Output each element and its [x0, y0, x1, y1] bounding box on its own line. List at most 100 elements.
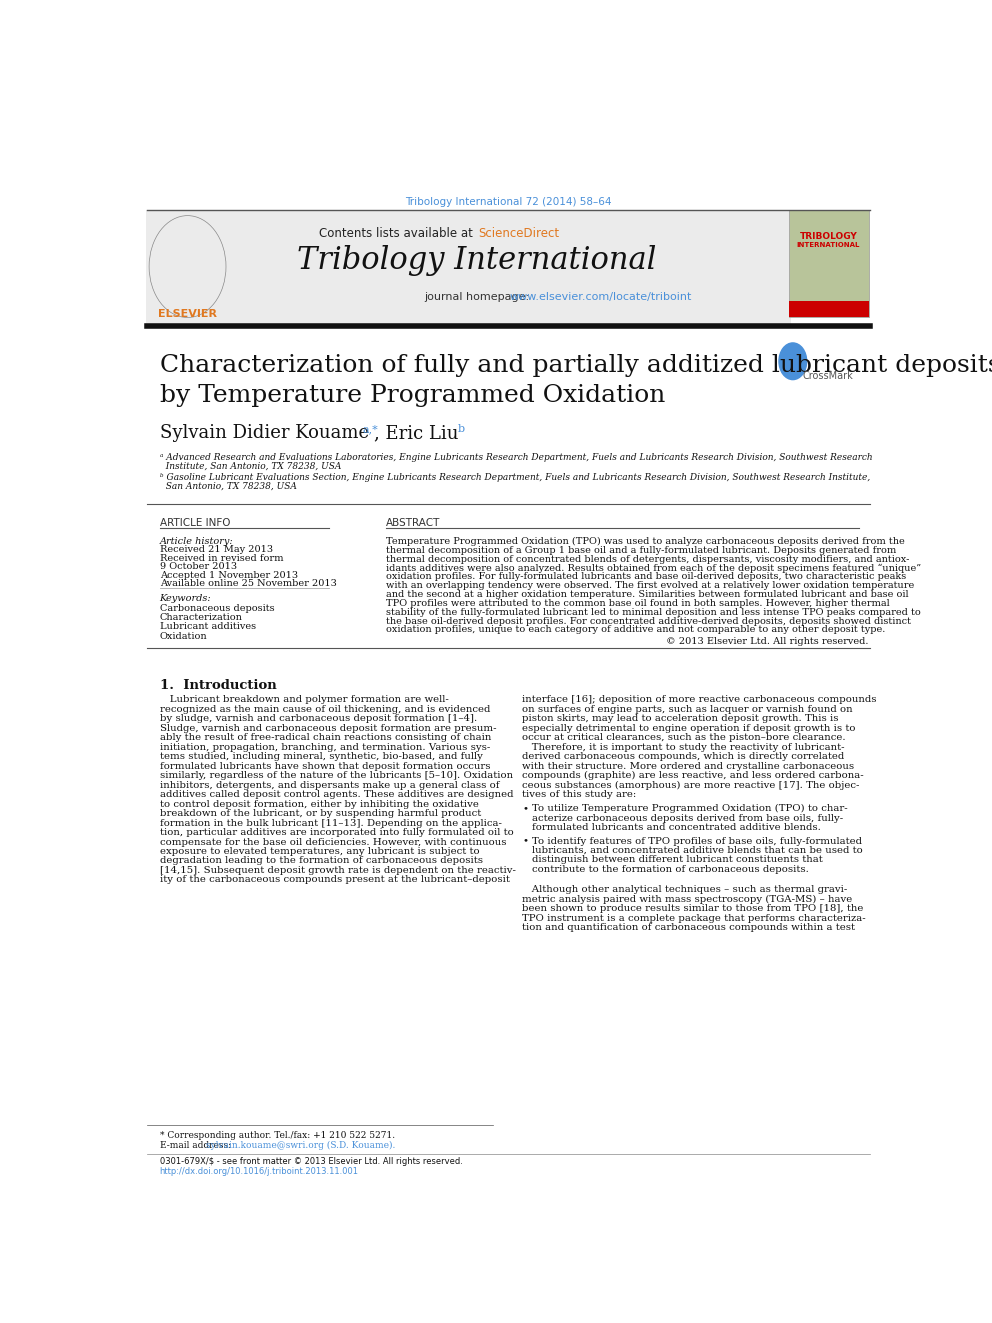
Text: been shown to produce results similar to those from TPO [18], the: been shown to produce results similar to… [523, 904, 864, 913]
Text: Tribology International 72 (2014) 58–64: Tribology International 72 (2014) 58–64 [405, 197, 612, 208]
Text: San Antonio, TX 78238, USA: San Antonio, TX 78238, USA [160, 482, 297, 491]
Text: b: b [457, 425, 464, 434]
Text: , Eric Liu: , Eric Liu [374, 425, 459, 442]
Text: acterize carbonaceous deposits derived from base oils, fully-: acterize carbonaceous deposits derived f… [533, 814, 843, 823]
Text: ELSEVIER: ELSEVIER [158, 308, 217, 319]
Text: INTERNATIONAL: INTERNATIONAL [797, 242, 860, 247]
Text: Available online 25 November 2013: Available online 25 November 2013 [160, 579, 336, 589]
Text: similarly, regardless of the nature of the lubricants [5–10]. Oxidation: similarly, regardless of the nature of t… [160, 771, 513, 781]
Text: derived carbonaceous compounds, which is directly correlated: derived carbonaceous compounds, which is… [523, 753, 844, 761]
Text: Lubricant additives: Lubricant additives [160, 622, 256, 631]
Text: Lubricant breakdown and polymer formation are well-: Lubricant breakdown and polymer formatio… [160, 696, 448, 704]
Text: sylvain.kouame@swri.org (S.D. Kouame).: sylvain.kouame@swri.org (S.D. Kouame). [206, 1140, 396, 1150]
Text: tems studied, including mineral, synthetic, bio-based, and fully: tems studied, including mineral, synthet… [160, 753, 482, 761]
Text: contribute to the formation of carbonaceous deposits.: contribute to the formation of carbonace… [533, 865, 809, 875]
Text: tion and quantification of carbonaceous compounds within a test: tion and quantification of carbonaceous … [523, 923, 855, 933]
Text: Sylvain Didier Kouame: Sylvain Didier Kouame [160, 425, 369, 442]
Text: recognized as the main cause of oil thickening, and is evidenced: recognized as the main cause of oil thic… [160, 705, 490, 714]
Text: additives called deposit control agents. These additives are designed: additives called deposit control agents.… [160, 790, 513, 799]
FancyBboxPatch shape [789, 302, 869, 316]
FancyBboxPatch shape [146, 210, 791, 324]
Text: a,*: a,* [363, 425, 379, 434]
Text: Accepted 1 November 2013: Accepted 1 November 2013 [160, 570, 298, 579]
Text: with an overlapping tendency were observed. The first evolved at a relatively lo: with an overlapping tendency were observ… [386, 581, 915, 590]
Text: Received in revised form: Received in revised form [160, 554, 283, 562]
Text: piston skirts, may lead to acceleration deposit growth. This is: piston skirts, may lead to acceleration … [523, 714, 839, 724]
Text: oxidation profiles. For fully-formulated lubricants and base oil-derived deposit: oxidation profiles. For fully-formulated… [386, 573, 907, 581]
Text: Oxidation: Oxidation [160, 631, 207, 640]
Text: by Temperature Programmed Oxidation: by Temperature Programmed Oxidation [160, 384, 665, 406]
Text: stability of the fully-formulated lubricant led to minimal deposition and less i: stability of the fully-formulated lubric… [386, 607, 921, 617]
Text: to control deposit formation, either by inhibiting the oxidative: to control deposit formation, either by … [160, 799, 478, 808]
FancyBboxPatch shape [789, 210, 869, 316]
Text: with their structure. More ordered and crystalline carbonaceous: with their structure. More ordered and c… [523, 762, 854, 771]
Text: ity of the carbonaceous compounds present at the lubricant–deposit: ity of the carbonaceous compounds presen… [160, 876, 510, 884]
Text: Sludge, varnish and carbonaceous deposit formation are presum-: Sludge, varnish and carbonaceous deposit… [160, 724, 496, 733]
Text: interface [16]; deposition of more reactive carbonaceous compounds: interface [16]; deposition of more react… [523, 696, 877, 704]
Text: on surfaces of engine parts, such as lacquer or varnish found on: on surfaces of engine parts, such as lac… [523, 705, 853, 714]
Text: 9 October 2013: 9 October 2013 [160, 562, 237, 572]
Text: •: • [523, 836, 529, 845]
Text: especially detrimental to engine operation if deposit growth is to: especially detrimental to engine operati… [523, 724, 856, 733]
Text: CrossMark: CrossMark [803, 370, 853, 381]
Text: http://dx.doi.org/10.1016/j.triboint.2013.11.001: http://dx.doi.org/10.1016/j.triboint.201… [160, 1167, 359, 1176]
Text: 1.  Introduction: 1. Introduction [160, 679, 277, 692]
Text: compensate for the base oil deficiencies. However, with continuous: compensate for the base oil deficiencies… [160, 837, 506, 847]
Text: formulated lubricants have shown that deposit formation occurs: formulated lubricants have shown that de… [160, 762, 490, 771]
Text: the base oil-derived deposit profiles. For concentrated additive-derived deposit: the base oil-derived deposit profiles. F… [386, 617, 911, 626]
Text: ScienceDirect: ScienceDirect [478, 226, 559, 239]
Text: thermal decomposition of concentrated blends of detergents, dispersants, viscosi: thermal decomposition of concentrated bl… [386, 554, 910, 564]
Text: [14,15]. Subsequent deposit growth rate is dependent on the reactiv-: [14,15]. Subsequent deposit growth rate … [160, 867, 516, 875]
Text: © 2013 Elsevier Ltd. All rights reserved.: © 2013 Elsevier Ltd. All rights reserved… [666, 636, 868, 646]
Text: initiation, propagation, branching, and termination. Various sys-: initiation, propagation, branching, and … [160, 742, 490, 751]
Text: Characterization of fully and partially additized lubricant deposits: Characterization of fully and partially … [160, 353, 992, 377]
Text: ARTICLE INFO: ARTICLE INFO [160, 519, 230, 528]
Text: lubricants, and concentrated additive blends that can be used to: lubricants, and concentrated additive bl… [533, 845, 863, 855]
Text: ᵃ Advanced Research and Evaluations Laboratories, Engine Lubricants Research Dep: ᵃ Advanced Research and Evaluations Labo… [160, 452, 872, 462]
Text: TPO instrument is a complete package that performs characteriza-: TPO instrument is a complete package tha… [523, 914, 866, 922]
Text: distinguish between different lubricant constituents that: distinguish between different lubricant … [533, 856, 823, 864]
Text: TPO profiles were attributed to the common base oil found in both samples. Howev: TPO profiles were attributed to the comm… [386, 599, 890, 607]
Text: breakdown of the lubricant, or by suspending harmful product: breakdown of the lubricant, or by suspen… [160, 810, 481, 818]
Text: Temperature Programmed Oxidation (TPO) was used to analyze carbonaceous deposits: Temperature Programmed Oxidation (TPO) w… [386, 537, 905, 546]
Text: ᵇ Gasoline Lubricant Evaluations Section, Engine Lubricants Research Department,: ᵇ Gasoline Lubricant Evaluations Section… [160, 472, 870, 482]
Text: formulated lubricants and concentrated additive blends.: formulated lubricants and concentrated a… [533, 823, 821, 832]
Text: TRIBOLOGY: TRIBOLOGY [800, 232, 857, 241]
Text: occur at critical clearances, such as the piston–bore clearance.: occur at critical clearances, such as th… [523, 733, 846, 742]
Text: degradation leading to the formation of carbonaceous deposits: degradation leading to the formation of … [160, 856, 483, 865]
Text: tion, particular additives are incorporated into fully formulated oil to: tion, particular additives are incorpora… [160, 828, 514, 837]
Text: ceous substances (amorphous) are more reactive [17]. The objec-: ceous substances (amorphous) are more re… [523, 781, 860, 790]
Text: inhibitors, detergents, and dispersants make up a general class of: inhibitors, detergents, and dispersants … [160, 781, 499, 790]
Text: ably the result of free-radical chain reactions consisting of chain: ably the result of free-radical chain re… [160, 733, 491, 742]
Text: Although other analytical techniques – such as thermal gravi-: Although other analytical techniques – s… [523, 885, 847, 894]
Text: idants additives were also analyzed. Results obtained from each of the deposit s: idants additives were also analyzed. Res… [386, 564, 922, 573]
Text: thermal decomposition of a Group 1 base oil and a fully-formulated lubricant. De: thermal decomposition of a Group 1 base … [386, 545, 896, 554]
Text: compounds (graphite) are less reactive, and less ordered carbona-: compounds (graphite) are less reactive, … [523, 771, 864, 781]
Text: metric analysis paired with mass spectroscopy (TGA-MS) – have: metric analysis paired with mass spectro… [523, 894, 852, 904]
Text: oxidation profiles, unique to each category of additive and not comparable to an: oxidation profiles, unique to each categ… [386, 626, 885, 635]
Text: Carbonaceous deposits: Carbonaceous deposits [160, 603, 274, 613]
Text: Characterization: Characterization [160, 613, 242, 622]
Text: Article history:: Article history: [160, 537, 233, 546]
Text: by sludge, varnish and carbonaceous deposit formation [1–4].: by sludge, varnish and carbonaceous depo… [160, 714, 477, 724]
Text: Received 21 May 2013: Received 21 May 2013 [160, 545, 273, 554]
Text: To utilize Temperature Programmed Oxidation (TPO) to char-: To utilize Temperature Programmed Oxidat… [533, 804, 848, 814]
Text: www.elsevier.com/locate/triboint: www.elsevier.com/locate/triboint [509, 292, 691, 302]
Text: journal homepage:: journal homepage: [425, 292, 534, 302]
Text: exposure to elevated temperatures, any lubricant is subject to: exposure to elevated temperatures, any l… [160, 847, 479, 856]
Text: 0301-679X/$ - see front matter © 2013 Elsevier Ltd. All rights reserved.: 0301-679X/$ - see front matter © 2013 El… [160, 1158, 462, 1167]
Text: tives of this study are:: tives of this study are: [523, 790, 637, 799]
Text: formation in the bulk lubricant [11–13]. Depending on the applica-: formation in the bulk lubricant [11–13].… [160, 819, 502, 828]
Text: Keywords:: Keywords: [160, 594, 211, 603]
Text: Contents lists available at: Contents lists available at [319, 226, 476, 239]
Circle shape [779, 343, 806, 380]
Text: ABSTRACT: ABSTRACT [386, 519, 440, 528]
Text: * Corresponding author. Tel./fax: +1 210 522 5271.: * Corresponding author. Tel./fax: +1 210… [160, 1130, 395, 1139]
Text: Therefore, it is important to study the reactivity of lubricant-: Therefore, it is important to study the … [523, 742, 845, 751]
Text: •: • [523, 804, 529, 814]
Text: E-mail address:: E-mail address: [160, 1140, 234, 1150]
Text: Tribology International: Tribology International [297, 245, 657, 277]
Text: To identify features of TPO profiles of base oils, fully-formulated: To identify features of TPO profiles of … [533, 836, 862, 845]
Text: and the second at a higher oxidation temperature. Similarities between formulate: and the second at a higher oxidation tem… [386, 590, 909, 599]
Text: Institute, San Antonio, TX 78238, USA: Institute, San Antonio, TX 78238, USA [160, 462, 341, 471]
